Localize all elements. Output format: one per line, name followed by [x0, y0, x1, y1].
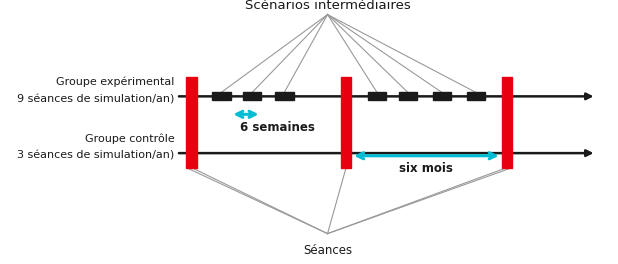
FancyBboxPatch shape	[243, 92, 261, 100]
Text: Scénarios intermédiaires: Scénarios intermédiaires	[245, 0, 410, 12]
FancyBboxPatch shape	[399, 92, 417, 100]
FancyBboxPatch shape	[341, 77, 352, 168]
Text: Séances: Séances	[303, 244, 352, 257]
FancyBboxPatch shape	[212, 92, 231, 100]
FancyBboxPatch shape	[433, 92, 451, 100]
Text: six mois: six mois	[399, 162, 454, 175]
Text: Groupe contrôle: Groupe contrôle	[85, 133, 174, 144]
FancyBboxPatch shape	[502, 77, 512, 168]
FancyBboxPatch shape	[368, 92, 386, 100]
Text: 6 semaines: 6 semaines	[240, 121, 315, 134]
Text: 3 séances de simulation/an): 3 séances de simulation/an)	[17, 151, 174, 161]
Text: Groupe expérimental: Groupe expérimental	[56, 77, 174, 87]
FancyBboxPatch shape	[275, 92, 294, 100]
Text: 9 séances de simulation/an): 9 séances de simulation/an)	[17, 94, 174, 104]
FancyBboxPatch shape	[467, 92, 485, 100]
FancyBboxPatch shape	[187, 77, 197, 168]
